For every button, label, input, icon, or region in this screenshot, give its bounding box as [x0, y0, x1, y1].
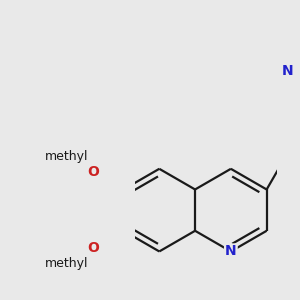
- Text: N: N: [225, 244, 237, 259]
- Text: N: N: [281, 64, 293, 78]
- Text: methyl: methyl: [44, 150, 88, 163]
- Text: O: O: [87, 242, 99, 255]
- Text: O: O: [87, 165, 99, 179]
- Text: methyl: methyl: [44, 257, 88, 270]
